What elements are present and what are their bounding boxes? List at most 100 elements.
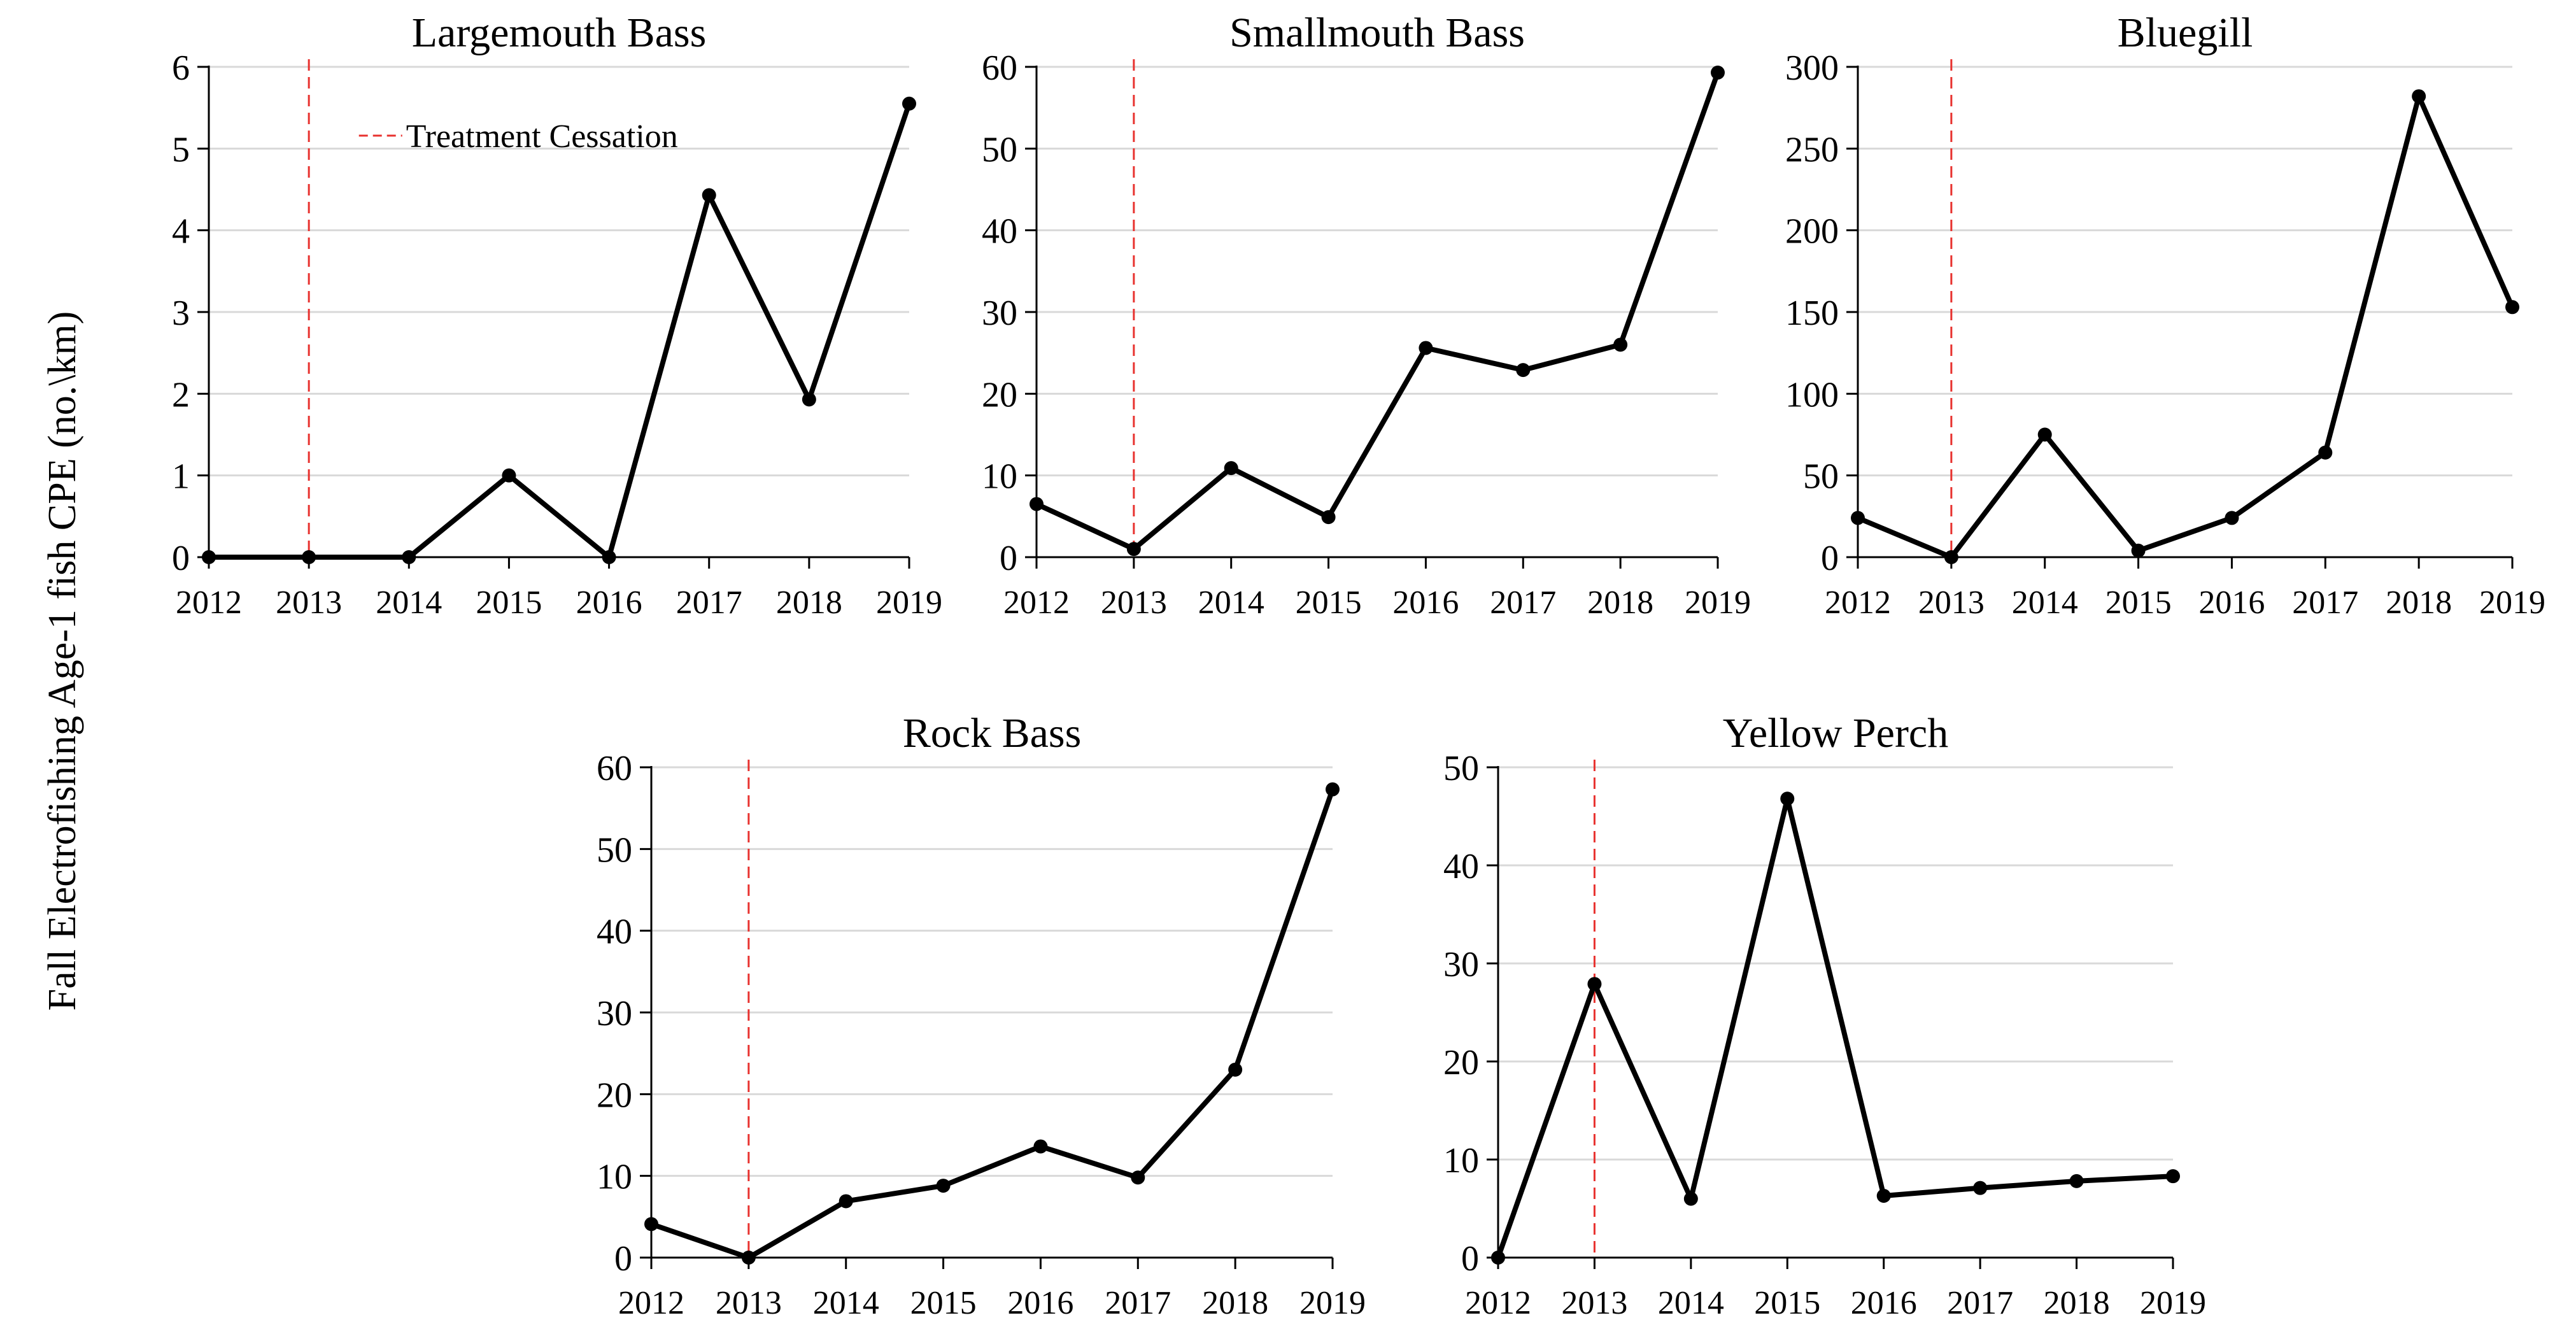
y-tick-label: 0 (172, 539, 190, 578)
y-tick-label: 0 (1461, 1239, 1479, 1279)
x-tick-label: 2016 (1007, 1285, 1073, 1321)
data-point-2019 (1711, 65, 1725, 80)
y-tick-label: 3 (172, 294, 190, 333)
y-tick-label: 200 (1785, 212, 1839, 252)
x-tick-label: 2014 (376, 585, 442, 621)
y-tick-label: 2 (172, 375, 190, 415)
data-point-2015 (2131, 543, 2146, 558)
x-tick-label: 2018 (2386, 585, 2452, 621)
data-point-2012 (644, 1217, 658, 1231)
data-point-2013 (1587, 977, 1602, 991)
y-tick-label: 5 (172, 130, 190, 169)
y-tick-label: 0 (1821, 539, 1839, 578)
x-tick-label: 2018 (2044, 1285, 2110, 1321)
y-tick-label: 150 (1785, 294, 1839, 333)
chart-smallmouth-bass: 0 10 20 30 40 50 60 2012 2013 2014 2015 2016 2017 201… (982, 10, 1751, 621)
data-point-2017 (1973, 1181, 1988, 1195)
x-tick-label: 2012 (1825, 585, 1891, 621)
series-line (1855, 94, 2515, 560)
x-tick-label: 2015 (2105, 585, 2172, 621)
y-tick-label: 20 (982, 375, 1017, 415)
x-tick-label: 2012 (1003, 585, 1070, 621)
data-point-2015 (502, 468, 516, 483)
x-tick-label: 2016 (2198, 585, 2265, 621)
x-tick-label: 2014 (1198, 585, 1264, 621)
data-point-2017 (702, 188, 716, 202)
y-tick-label: 40 (982, 212, 1017, 252)
y-tick-label: 0 (1000, 539, 1017, 578)
x-tick-label: 2013 (1918, 585, 1985, 621)
x-tick-label: 2013 (1101, 585, 1167, 621)
chart-title: Yellow Perch (1723, 710, 1948, 756)
y-tick-label: 20 (1443, 1043, 1479, 1082)
x-tick-label: 2012 (1465, 1285, 1531, 1321)
data-point-2016 (1033, 1139, 1048, 1154)
x-tick-label: 2016 (576, 585, 642, 621)
data-point-2014 (1683, 1191, 1698, 1206)
series-line (1496, 796, 2176, 1260)
y-tick-label: 250 (1785, 130, 1839, 169)
x-tick-label: 2015 (1754, 1285, 1820, 1321)
data-point-2013 (1944, 550, 1958, 564)
x-tick-label: 2017 (676, 585, 742, 621)
y-tick-label: 30 (982, 294, 1017, 333)
y-tick-label: 0 (614, 1239, 632, 1279)
y-tick-label: 10 (1443, 1141, 1479, 1181)
chart-panels: 0 1 2 3 4 5 6 2012 2013 2014 2015 2016 2017 2018 2019 T… (172, 10, 2545, 1321)
data-point-2017 (2318, 445, 2333, 460)
x-tick-label: 2014 (2012, 585, 2078, 621)
data-point-2014 (2037, 427, 2052, 442)
chart-largemouth-bass: 0 1 2 3 4 5 6 2012 2013 2014 2015 2016 2017 2018 2019 T… (172, 10, 942, 621)
chart-bluegill: 0 50 100 150 200 250 300 2012 2013 2014 2015 2016 20… (1785, 10, 2545, 621)
chart-title: Smallmouth Bass (1229, 10, 1525, 56)
y-tick-label: 10 (597, 1158, 632, 1197)
data-point-2013 (741, 1251, 756, 1265)
data-point-2012 (1851, 511, 1865, 525)
y-tick-label: 10 (982, 457, 1017, 497)
y-tick-label: 20 (597, 1075, 632, 1115)
y-tick-label: 50 (1803, 457, 1839, 497)
x-tick-label: 2014 (813, 1285, 879, 1321)
x-tick-label: 2013 (276, 585, 342, 621)
series-line (206, 101, 912, 560)
x-tick-label: 2017 (1105, 1285, 1171, 1321)
x-tick-label: 2015 (476, 585, 542, 621)
data-point-2019 (902, 96, 916, 111)
data-point-2015 (936, 1179, 951, 1193)
data-point-2019 (2505, 300, 2519, 315)
y-tick-label: 300 (1785, 48, 1839, 88)
x-tick-label: 2019 (2140, 1285, 2206, 1321)
x-tick-label: 2015 (910, 1285, 977, 1321)
legend-label: Treatment Cessation (406, 118, 678, 155)
data-point-2014 (402, 550, 416, 564)
data-point-2014 (1224, 461, 1238, 476)
y-tick-label: 60 (982, 48, 1017, 88)
data-point-2015 (1321, 510, 1336, 525)
x-tick-label: 2015 (1296, 585, 1362, 621)
chart-rock-bass: 0 10 20 30 40 50 60 2012 2013 2014 2015 2016 2017 201… (597, 710, 1366, 1321)
chart-title: Bluegill (2118, 10, 2253, 56)
y-tick-label: 50 (1443, 749, 1479, 788)
x-tick-label: 2013 (1561, 1285, 1627, 1321)
y-tick-label: 30 (597, 994, 632, 1033)
data-point-2013 (1126, 542, 1141, 557)
data-point-2016 (602, 550, 616, 564)
data-point-2015 (1780, 791, 1795, 806)
x-tick-label: 2017 (1947, 1285, 2013, 1321)
x-tick-label: 2013 (716, 1285, 782, 1321)
x-tick-label: 2018 (1587, 585, 1653, 621)
y-tick-label: 30 (1443, 945, 1479, 984)
y-tick-label: 50 (982, 130, 1017, 169)
data-point-2014 (839, 1194, 853, 1209)
y-tick-label: 60 (597, 749, 632, 788)
y-tick-label: 1 (172, 457, 190, 497)
chart-title: Largemouth Bass (412, 10, 707, 56)
x-tick-label: 2018 (1202, 1285, 1268, 1321)
series-line (1034, 69, 1720, 552)
x-tick-label: 2019 (2479, 585, 2545, 621)
data-point-2016 (2225, 511, 2239, 525)
y-tick-label: 40 (597, 912, 632, 952)
x-tick-label: 2019 (1299, 1285, 1366, 1321)
